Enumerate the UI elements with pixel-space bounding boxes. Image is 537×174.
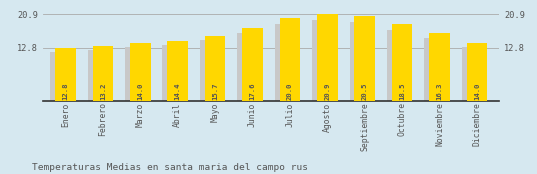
Text: 12.8: 12.8 [62,83,68,100]
Bar [50,52,67,101]
Text: 18.5: 18.5 [399,83,405,100]
Bar [168,41,188,101]
Bar [317,14,338,101]
Text: Temperaturas Medias en santa maria del campo rus: Temperaturas Medias en santa maria del c… [32,163,308,172]
Bar [424,38,441,101]
Text: 14.0: 14.0 [474,83,480,100]
Bar [387,30,404,101]
Text: 13.2: 13.2 [100,83,106,100]
Bar [200,40,217,101]
Text: 15.7: 15.7 [212,83,218,100]
Bar [350,22,366,101]
Bar [163,45,179,101]
Bar [205,36,226,101]
Text: 20.9: 20.9 [324,83,330,100]
Bar [242,28,263,101]
Bar [130,43,150,101]
Bar [88,50,105,101]
Bar [312,20,329,101]
Text: 20.5: 20.5 [362,83,368,100]
Bar [429,33,450,101]
Text: 14.0: 14.0 [137,83,143,100]
Bar [462,47,478,101]
Text: 14.4: 14.4 [175,83,180,100]
Bar [92,46,113,101]
Bar [280,18,300,101]
Bar [237,33,254,101]
Bar [125,47,142,101]
Text: 17.6: 17.6 [250,83,256,100]
Bar [392,24,412,101]
Bar [275,24,292,101]
Bar [354,16,375,101]
Bar [467,43,487,101]
Bar [55,48,76,101]
Text: 20.0: 20.0 [287,83,293,100]
Text: 16.3: 16.3 [437,83,442,100]
